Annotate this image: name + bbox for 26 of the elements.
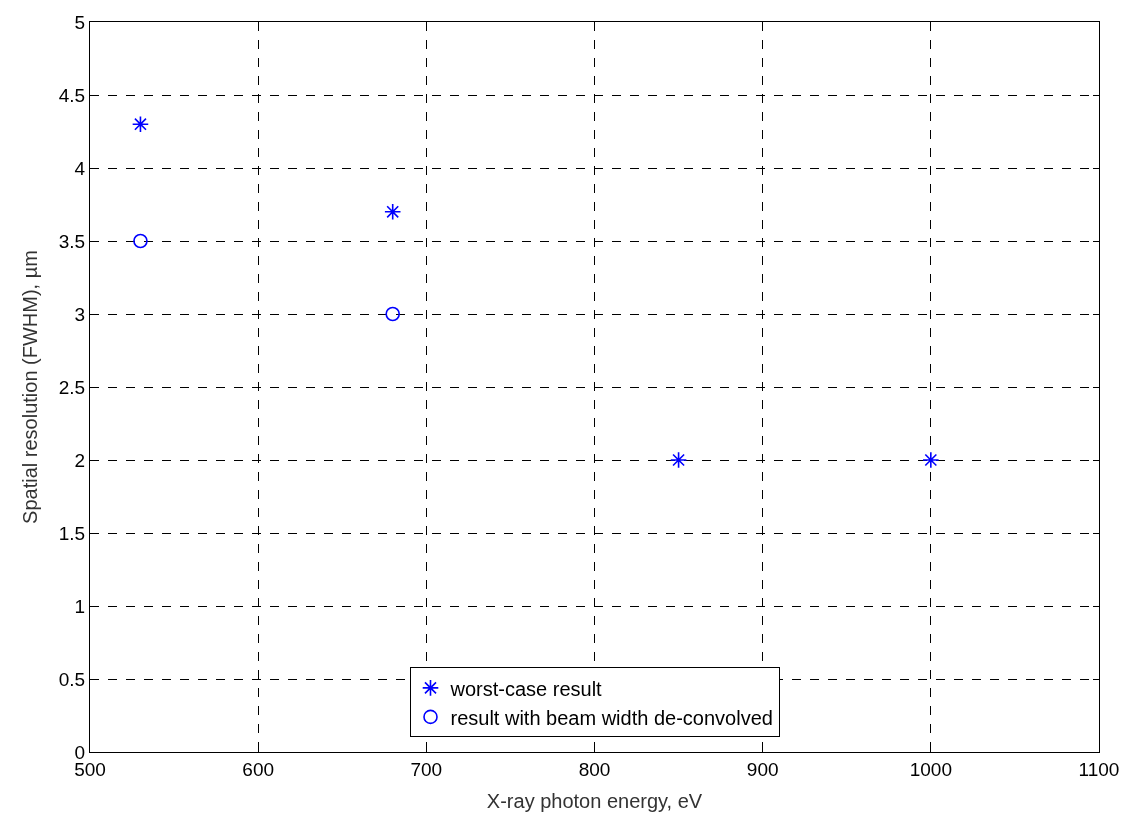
point	[669, 451, 688, 469]
x-tick-label: 600	[242, 758, 275, 780]
x-tick-label: 1100	[1078, 758, 1120, 780]
y-tick-label: 4	[74, 157, 86, 179]
point	[384, 203, 402, 221]
x-tick-label: 700	[410, 758, 443, 780]
x-tick-label: 1000	[909, 758, 952, 780]
x-tick-label: 900	[746, 758, 779, 780]
legend-label: result with beam width de-convolved	[450, 706, 773, 729]
y-tick-label: 0.5	[58, 668, 86, 690]
x-axis-title: X-ray photon energy, eV	[486, 790, 703, 813]
point	[131, 115, 150, 133]
point	[133, 233, 148, 249]
x-tick-label: 800	[578, 758, 611, 780]
y-tick-label: 3.5	[58, 230, 86, 252]
y-tick-label: 2	[74, 449, 86, 471]
point	[385, 306, 400, 322]
y-tick-label: 2.5	[58, 376, 86, 398]
y-tick-label: 5	[74, 11, 86, 33]
y-tick-label: 1.5	[58, 522, 86, 544]
point	[922, 451, 940, 469]
y-tick-label: 4.5	[58, 84, 86, 106]
legend-label: worst-case result	[449, 677, 603, 700]
y-tick-label: 3	[74, 303, 86, 325]
y-tick-label: 1	[74, 595, 86, 617]
y-axis-title: Spatial resolution (FWHM), µm	[19, 250, 42, 524]
